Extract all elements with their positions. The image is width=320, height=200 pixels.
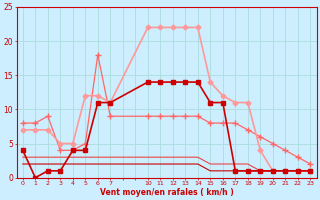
X-axis label: Vent moyen/en rafales ( km/h ): Vent moyen/en rafales ( km/h ) bbox=[100, 188, 233, 197]
